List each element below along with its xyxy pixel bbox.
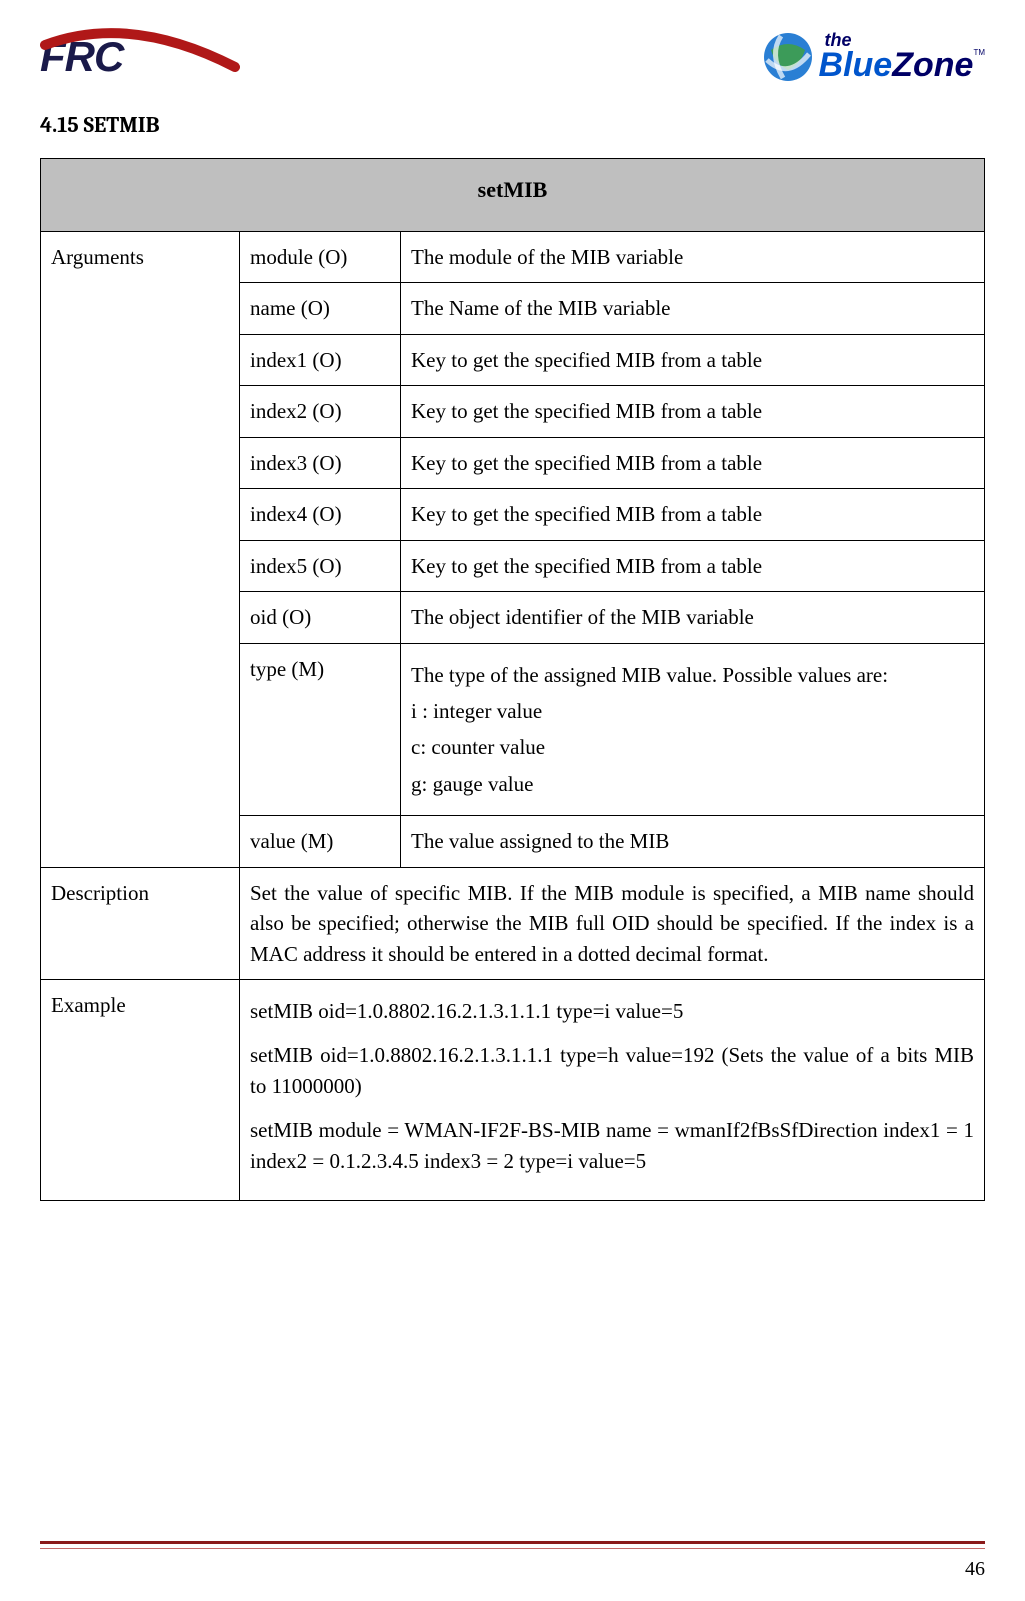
bluezone-text: the BlueZoneTM [819,32,985,81]
example-line: setMIB oid=1.0.8802.16.2.1.3.1.1.1 type=… [250,1040,974,1101]
description-label: Description [41,867,240,979]
table-row: Arguments module (O) The module of the M… [41,232,985,283]
arg-param: index3 (O) [240,437,401,488]
arg-desc: Key to get the specified MIB from a tabl… [401,540,985,591]
bluezone-main: BlueZoneTM [819,49,985,81]
arg-desc: Key to get the specified MIB from a tabl… [401,437,985,488]
arg-param: oid (O) [240,592,401,643]
bluezone-tm: TM [973,48,985,57]
arguments-label: Arguments [41,232,240,868]
value-desc: The value assigned to the MIB [401,816,985,867]
type-line: c: counter value [411,732,974,762]
arg-param: module (O) [240,232,401,283]
setmib-table: setMIB Arguments module (O) The module o… [40,158,985,1201]
value-param: value (M) [240,816,401,867]
bluezone-blue: Blue [819,46,893,84]
type-param: type (M) [240,643,401,816]
section-heading: 4.15 SETMIB [40,112,985,138]
example-text: setMIB oid=1.0.8802.16.2.1.3.1.1.1 type=… [240,980,985,1201]
arg-desc: Key to get the specified MIB from a tabl… [401,489,985,540]
example-line: setMIB oid=1.0.8802.16.2.1.3.1.1.1 type=… [250,996,974,1026]
example-label: Example [41,980,240,1201]
footer-rule [40,1541,985,1549]
arg-desc: The object identifier of the MIB variabl… [401,592,985,643]
example-line: setMIB module = WMAN-IF2F-BS-MIB name = … [250,1115,974,1176]
description-text: Set the value of specific MIB. If the MI… [240,867,985,979]
frc-logo-text: FRC [40,33,123,80]
page-header: FRC the BlueZoneTM [40,30,985,84]
table-title: setMIB [41,159,985,232]
type-desc: The type of the assigned MIB value. Poss… [401,643,985,816]
bluezone-logo: the BlueZoneTM [761,30,985,84]
arg-param: index2 (O) [240,386,401,437]
arg-param: index1 (O) [240,334,401,385]
arg-desc: The Name of the MIB variable [401,283,985,334]
arg-param: name (O) [240,283,401,334]
page-number: 46 [965,1558,985,1581]
table-row: Example setMIB oid=1.0.8802.16.2.1.3.1.1… [41,980,985,1201]
arg-desc: Key to get the specified MIB from a tabl… [401,334,985,385]
type-line: The type of the assigned MIB value. Poss… [411,660,974,690]
globe-icon [761,30,815,84]
frc-logo: FRC [40,33,163,81]
arg-param: index5 (O) [240,540,401,591]
arg-desc: The module of the MIB variable [401,232,985,283]
type-line: g: gauge value [411,769,974,799]
arg-desc: Key to get the specified MIB from a tabl… [401,386,985,437]
arg-param: index4 (O) [240,489,401,540]
type-line: i : integer value [411,696,974,726]
bluezone-zone: Zone [892,46,973,84]
table-row: Description Set the value of specific MI… [41,867,985,979]
